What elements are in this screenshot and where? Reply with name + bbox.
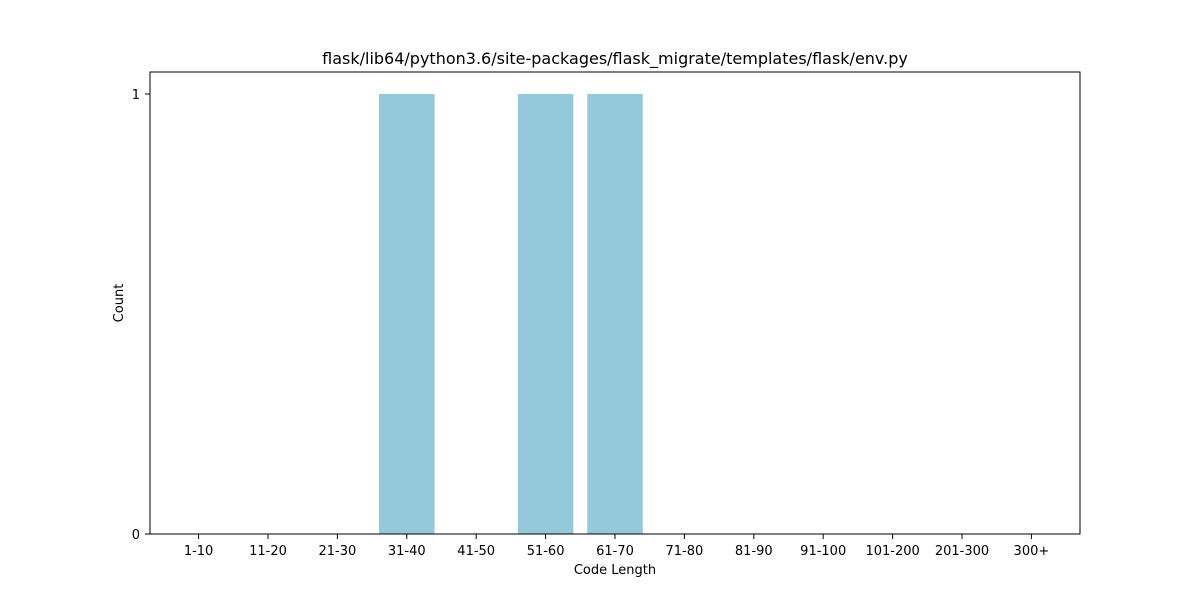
x-tick-label: 71-80 (666, 544, 704, 559)
bar-31-40 (379, 94, 435, 534)
bar-61-70 (587, 94, 643, 534)
y-tick-label: 1 (132, 88, 140, 103)
x-tick-label: 61-70 (596, 544, 634, 559)
x-tick-label: 1-10 (184, 544, 214, 559)
x-tick-label: 101-200 (865, 544, 919, 559)
y-axis-label: Count (112, 284, 127, 323)
x-tick-label: 201-300 (935, 544, 989, 559)
y-axis: 01 (132, 88, 150, 543)
x-tick-label: 91-100 (800, 544, 846, 559)
x-tick-label: 300+ (1014, 544, 1050, 559)
x-tick-label: 41-50 (457, 544, 495, 559)
bars-group (379, 94, 643, 534)
x-tick-label: 51-60 (527, 544, 565, 559)
y-tick-label: 0 (132, 528, 140, 543)
x-tick-label: 81-90 (735, 544, 773, 559)
x-tick-label: 11-20 (249, 544, 287, 559)
x-axis-label: Code Length (574, 563, 656, 578)
x-tick-label: 31-40 (388, 544, 426, 559)
x-tick-label: 21-30 (318, 544, 356, 559)
bar-51-60 (517, 94, 574, 534)
chart-title: flask/lib64/python3.6/site-packages/flas… (322, 49, 908, 69)
x-axis: 1-10 11-20 21-30 31-40 41-50 51-60 61-70 71-80 8… (184, 534, 1049, 559)
